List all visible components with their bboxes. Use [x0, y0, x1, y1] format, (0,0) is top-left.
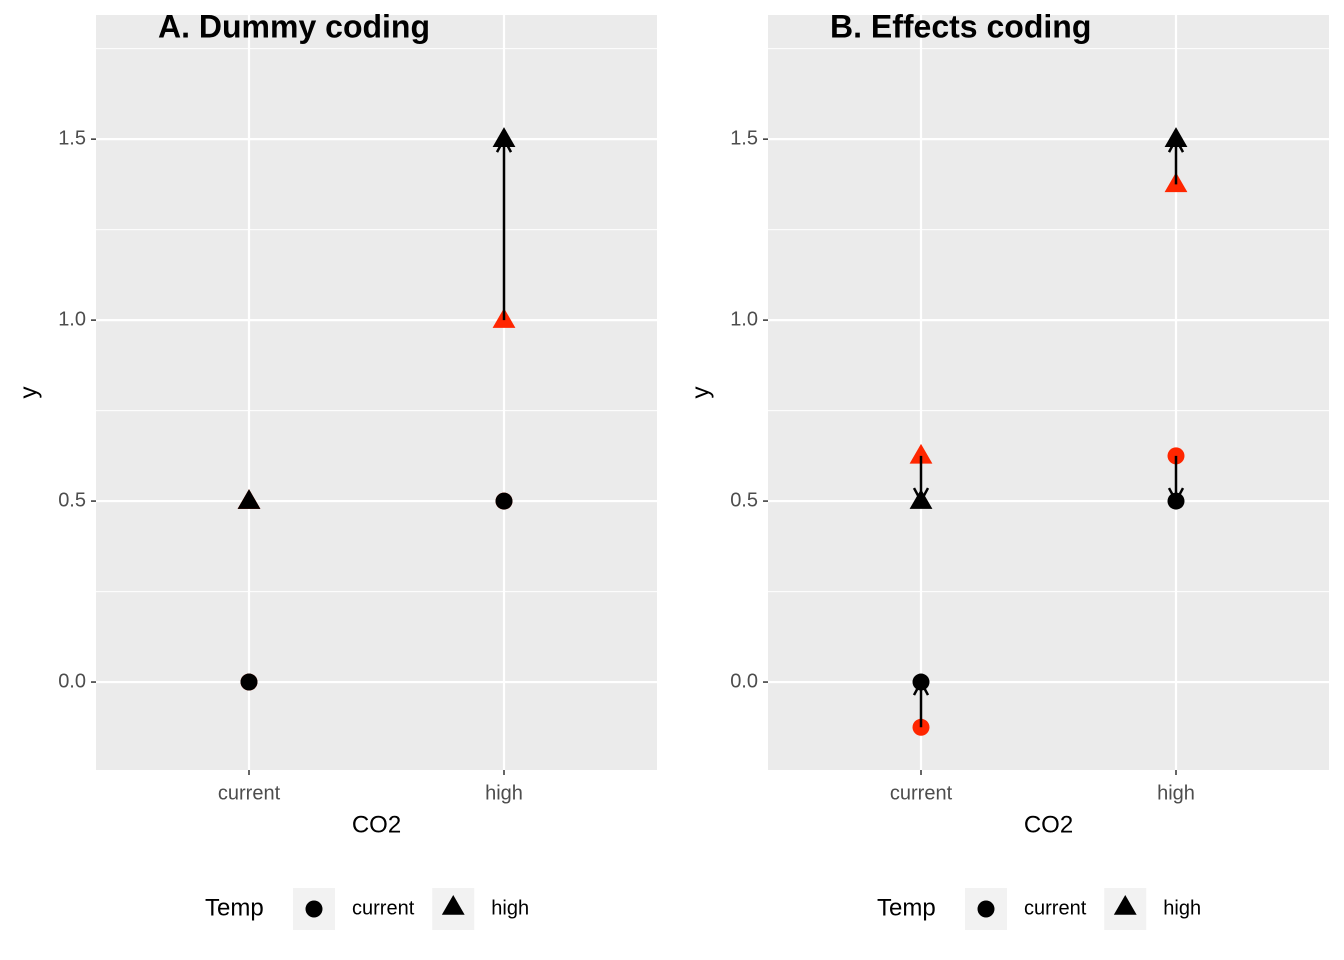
legend-symbol [441, 895, 465, 915]
legend-title: Temp [877, 894, 936, 921]
y-tick-label: 1.5 [58, 127, 86, 149]
point [1164, 127, 1188, 147]
point [1167, 492, 1185, 510]
point [912, 673, 930, 691]
point [237, 489, 261, 509]
legend-label: high [491, 897, 529, 919]
legend-symbol [305, 900, 323, 918]
x-tick-label: high [485, 782, 523, 804]
y-axis-title: y [687, 387, 714, 399]
y-tick-label: 0.5 [730, 489, 758, 511]
plot-background [768, 15, 1329, 770]
legend-title: Temp [205, 894, 264, 921]
x-axis-title: CO2 [352, 811, 401, 838]
x-tick-label: current [890, 782, 953, 804]
estimate-point [909, 443, 933, 464]
x-axis-title: CO2 [1024, 811, 1073, 838]
panel: 0.0 0.5 1.0 1.5 current high B. Effects coding… [687, 8, 1329, 930]
chart-title: B. Effects coding [830, 8, 1091, 44]
legend-label: current [352, 897, 415, 919]
legend-label: high [1163, 897, 1201, 919]
plot-background [96, 15, 657, 770]
point [240, 673, 258, 691]
legend-label: current [1024, 897, 1087, 919]
y-axis-title: y [15, 387, 42, 399]
point [495, 492, 513, 510]
y-tick-label: 1.0 [730, 308, 758, 330]
y-tick-label: 1.0 [58, 308, 86, 330]
x-tick-label: high [1157, 782, 1195, 804]
point [492, 127, 516, 147]
y-tick-label: 0.5 [58, 489, 86, 511]
y-tick-label: 0.0 [58, 670, 86, 692]
y-tick-label: 1.5 [730, 127, 758, 149]
panel: 0.0 0.5 1.0 1.5 current high A. Dummy coding CO… [15, 8, 657, 930]
chart-title: A. Dummy coding [158, 8, 430, 44]
y-tick-label: 0.0 [730, 670, 758, 692]
point [909, 489, 933, 509]
legend-symbol [977, 900, 995, 918]
x-tick-label: current [218, 782, 281, 804]
legend-symbol [1113, 895, 1137, 915]
